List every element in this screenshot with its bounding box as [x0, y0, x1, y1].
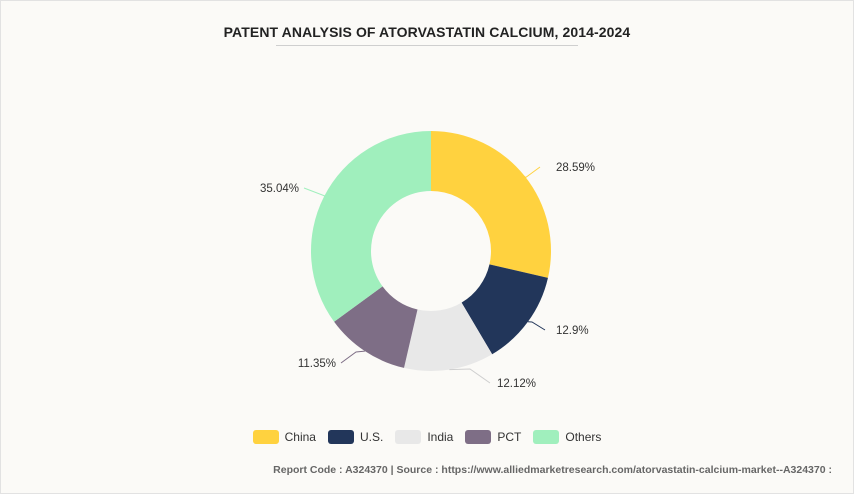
- slice-china[interactable]: [431, 131, 551, 278]
- legend-item-others[interactable]: Others: [533, 430, 601, 444]
- legend-label: India: [427, 430, 454, 444]
- legend-swatch: [395, 430, 422, 444]
- legend-label: Others: [565, 430, 602, 444]
- legend-item-us[interactable]: U.S.: [327, 430, 384, 444]
- source-footer: Report Code : A324370 | Source : https:/…: [273, 464, 832, 476]
- chart-legend: China U.S. India PCT Others: [0, 430, 854, 444]
- leader-line: [340, 350, 365, 364]
- slice-pct[interactable]: [334, 286, 418, 368]
- leader-line: [527, 321, 546, 331]
- slice-india[interactable]: [404, 302, 493, 372]
- leader-line: [449, 368, 491, 384]
- data-label: 12.12%: [497, 378, 536, 390]
- leader-line: [303, 187, 327, 198]
- legend-swatch: [533, 430, 560, 444]
- legend-item-china[interactable]: China: [252, 430, 316, 444]
- data-label: 12.9%: [556, 325, 589, 337]
- legend-item-india[interactable]: India: [395, 430, 453, 444]
- title-divider: [276, 45, 578, 46]
- leader-line: [524, 166, 541, 179]
- legend-item-pct[interactable]: PCT: [465, 430, 521, 444]
- data-label: 11.35%: [298, 358, 336, 370]
- legend-swatch: [465, 430, 492, 444]
- data-label: 28.59%: [556, 162, 595, 174]
- legend-label: U.S.: [359, 430, 384, 444]
- legend-swatch: [327, 430, 354, 444]
- slice-us[interactable]: [461, 264, 548, 355]
- slice-others[interactable]: [310, 131, 431, 322]
- legend-label: PCT: [497, 430, 522, 444]
- chart-title: PATENT ANALYSIS OF ATORVASTATIN CALCIUM,…: [223, 24, 631, 40]
- data-label: 35.04%: [260, 183, 299, 195]
- legend-swatch: [252, 430, 279, 444]
- legend-label: China: [284, 430, 316, 444]
